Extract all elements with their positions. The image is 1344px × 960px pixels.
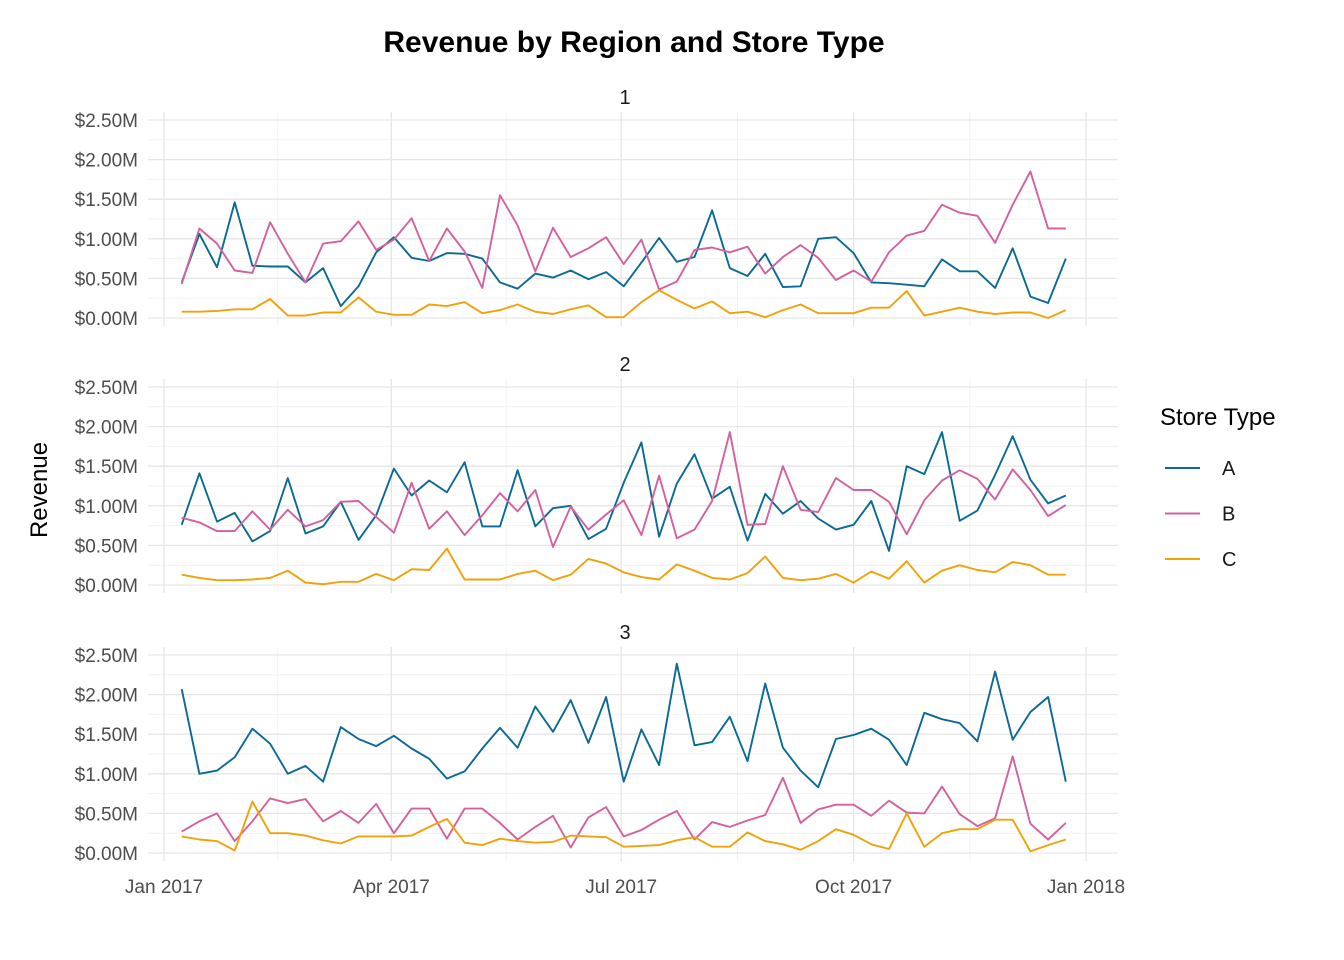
y-tick-label: $2.00M	[75, 418, 138, 439]
series-line-B	[180, 170, 1066, 291]
y-tick-label: $1.50M	[75, 190, 138, 211]
y-tick-label: $2.50M	[75, 111, 138, 132]
y-tick-label: $0.50M	[75, 269, 138, 290]
panel-3: 3 $0.00M $0.50M $1.00M $1.50M $2.00M $2.50M	[75, 622, 1118, 865]
series-line-C	[181, 800, 1067, 853]
y-axis-label: Revenue	[26, 442, 53, 538]
series-line-C	[181, 547, 1066, 586]
panel-label: 3	[619, 622, 630, 644]
panel-label: 2	[619, 354, 630, 376]
chart-title: Revenue by Region and Store Type	[383, 26, 884, 59]
y-tick-label: $2.00M	[75, 686, 138, 707]
y-tick-label: $0.00M	[75, 576, 138, 597]
y-tick-label: $2.50M	[75, 378, 138, 399]
legend-label-C: C	[1222, 549, 1236, 571]
series-line-A	[180, 662, 1067, 789]
x-tick-label: Jul 2017	[585, 877, 657, 898]
legend-label-B: B	[1222, 504, 1235, 526]
series-line-B	[181, 755, 1067, 849]
y-tick-label: $2.50M	[75, 646, 138, 667]
y-tick-label: $2.00M	[75, 151, 138, 172]
y-tick-label: $1.00M	[75, 497, 138, 518]
y-tick-label: $0.00M	[75, 309, 138, 330]
series-line-A	[180, 431, 1067, 552]
panel-1: 1 $0.00M $0.50M $1.00M $1.50M $2.00M $2.50M	[75, 87, 1118, 330]
y-tick-label: $1.00M	[75, 230, 138, 251]
panel-label: 1	[619, 87, 630, 109]
series-line-C	[181, 289, 1067, 319]
legend-label-A: A	[1222, 458, 1236, 480]
facet-panels: 1 $0.00M $0.50M $1.00M $1.50M $2.00M $2.50M 2 $0…	[75, 87, 1118, 865]
x-tick-label: Oct 2017	[815, 877, 892, 898]
y-tick-label: $0.50M	[75, 536, 138, 557]
legend: Store Type A B C	[1160, 404, 1276, 571]
series-line-A	[180, 201, 1067, 308]
y-tick-label: $1.50M	[75, 725, 138, 746]
y-tick-label: $0.00M	[75, 844, 138, 865]
y-tick-label: $1.50M	[75, 457, 138, 478]
panel-2: 2 $0.00M $0.50M $1.00M $1.50M $2.00M $2.50M	[75, 354, 1118, 597]
x-tick-label: Jan 2017	[125, 877, 203, 898]
y-tick-label: $1.00M	[75, 765, 138, 786]
y-tick-label: $0.50M	[75, 804, 138, 825]
x-tick-label: Jan 2018	[1047, 877, 1125, 898]
legend-title: Store Type	[1160, 404, 1276, 431]
x-axis: Jan 2017 Apr 2017 Jul 2017 Oct 2017 Jan 2018	[125, 877, 1125, 898]
x-tick-label: Apr 2017	[353, 877, 430, 898]
series-line-B	[181, 431, 1067, 548]
